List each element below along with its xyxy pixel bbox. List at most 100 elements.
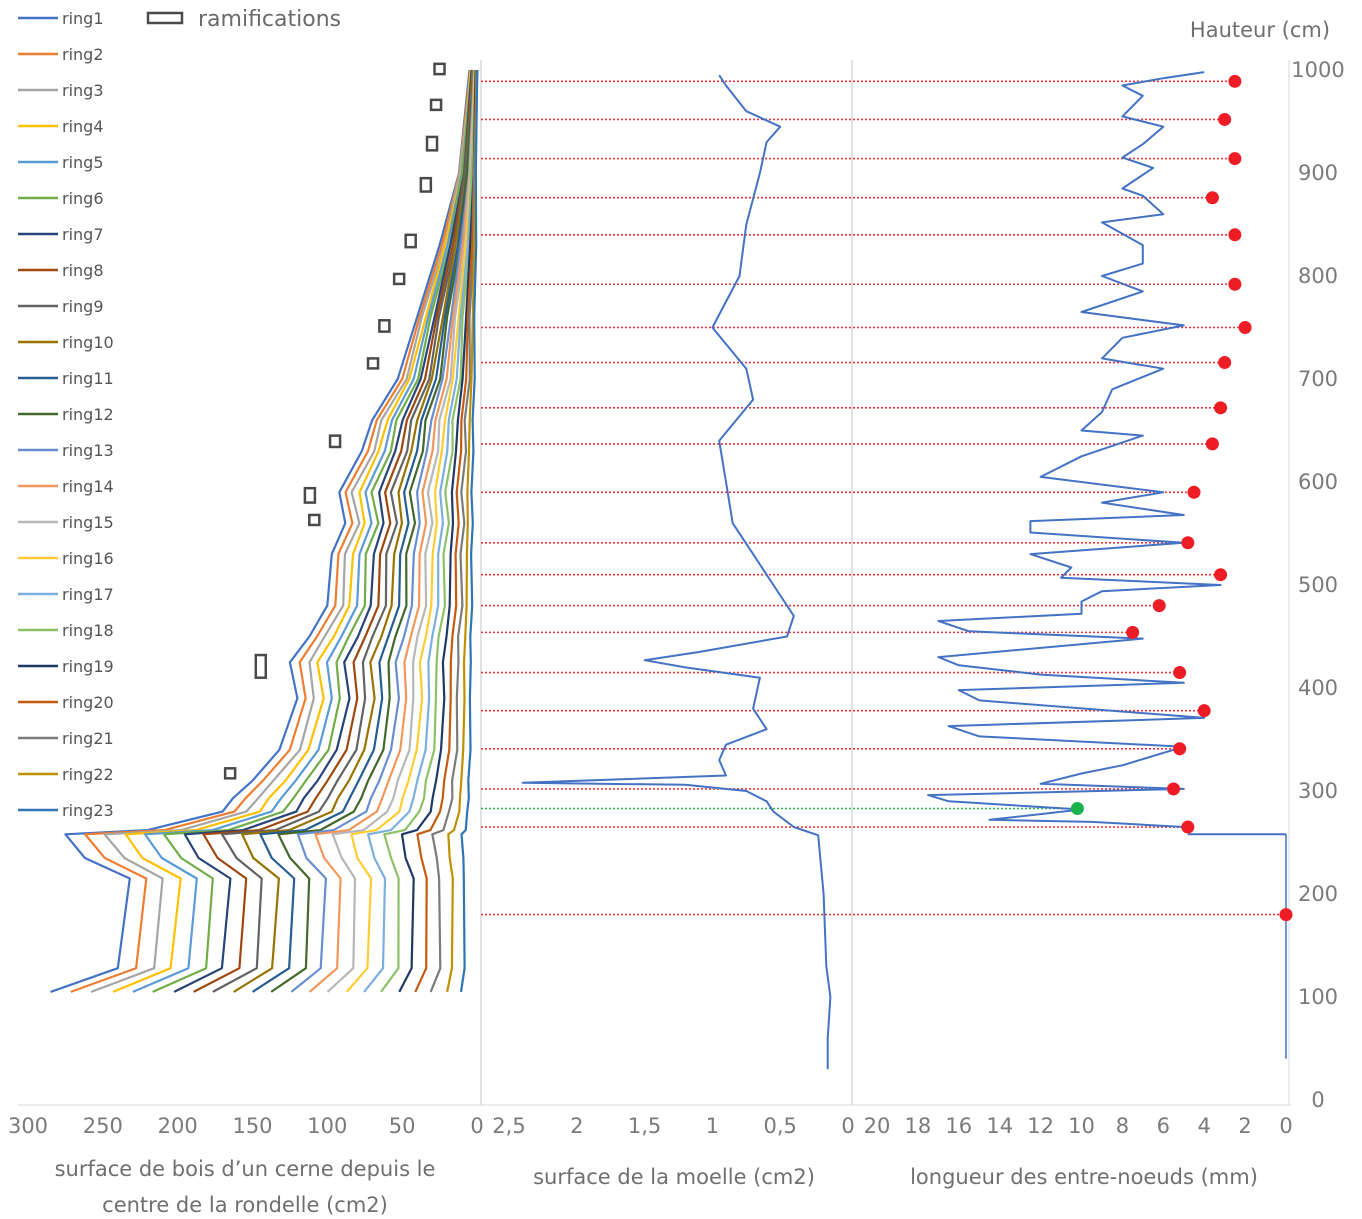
node-point-red — [1205, 191, 1219, 205]
node-point-red — [1228, 277, 1242, 291]
legend-label-4: ring4 — [62, 117, 104, 136]
legend-label-20: ring20 — [62, 693, 114, 712]
node-point-red — [1279, 908, 1293, 922]
node-point-red — [1173, 742, 1187, 756]
legend-label-21: ring21 — [62, 729, 114, 748]
legend-label-3: ring3 — [62, 81, 104, 100]
ring-line-5 — [132, 69, 473, 993]
x-tick-label: 150 — [232, 1114, 272, 1138]
x-tick-label: 200 — [158, 1114, 198, 1138]
x-tick-label: 0 — [470, 1114, 483, 1138]
node-guide-lines — [481, 80, 1286, 916]
node-point-red — [1214, 568, 1228, 582]
x-tick-label: 4 — [1198, 1114, 1211, 1138]
legend-label-15: ring15 — [62, 513, 114, 532]
ring-line-14 — [308, 69, 476, 993]
ramification-marker — [404, 233, 417, 249]
wood-axis-title-line1: surface de bois d’un cerne depuis le — [55, 1157, 436, 1181]
ring-line-19 — [398, 69, 477, 993]
ring-line-15 — [326, 69, 477, 993]
x-tick-label: 12 — [1027, 1114, 1054, 1138]
legend-label-12: ring12 — [62, 405, 114, 424]
ramification-marker — [366, 357, 380, 370]
legend-label-22: ring22 — [62, 765, 114, 784]
ring-profiles — [50, 69, 479, 993]
x-tick-label: 10 — [1068, 1114, 1095, 1138]
legend-label-13: ring13 — [62, 441, 114, 460]
entrenoeuds-axis-title: longueur des entre-noeuds (mm) — [910, 1165, 1258, 1189]
ramifications-legend-label: ramifications — [198, 7, 341, 32]
legend-label-7: ring7 — [62, 225, 104, 244]
ramification-markers — [223, 62, 446, 780]
node-point-red — [1181, 820, 1195, 834]
node-point-red — [1228, 228, 1242, 242]
x-tick-label: 1,5 — [628, 1114, 661, 1138]
legend-label-6: ring6 — [62, 189, 104, 208]
plot-frames — [18, 60, 1290, 1106]
ramification-marker — [328, 434, 342, 449]
node-point-red — [1228, 74, 1242, 88]
node-point-red — [1197, 704, 1211, 718]
x-tick-label: 2,5 — [492, 1114, 525, 1138]
ramification-marker — [419, 176, 433, 193]
moelle-line — [521, 74, 832, 1070]
y-tick-label: 1000 — [1291, 58, 1344, 82]
node-point-red — [1126, 625, 1140, 639]
legend-label-17: ring17 — [62, 585, 114, 604]
legend: ring1 ring2 ring3 ring4 ring5 ring6 ring7 ring8… — [18, 7, 341, 820]
x-tick-label: 2 — [570, 1114, 583, 1138]
ring-line-8 — [193, 69, 474, 993]
ring-line-22 — [446, 69, 478, 993]
ring-line-23 — [459, 69, 479, 993]
y-axis-title: Hauteur (cm) — [1190, 18, 1330, 42]
node-point-green — [1070, 802, 1084, 816]
ramification-marker — [429, 98, 443, 112]
y-tick-label: 400 — [1298, 676, 1338, 700]
legend-label-14: ring14 — [62, 477, 114, 496]
x-tick-label: 14 — [986, 1114, 1013, 1138]
ring-line-9 — [212, 69, 475, 993]
y-tick-label: 600 — [1298, 470, 1338, 494]
ramification-marker — [425, 135, 439, 152]
y-tick-label: 700 — [1298, 367, 1338, 391]
x-tick-label: 8 — [1116, 1114, 1129, 1138]
x-tick-label: 0 — [1279, 1114, 1292, 1138]
node-point-red — [1187, 485, 1201, 499]
legend-label-11: ring11 — [62, 369, 114, 388]
node-point-red — [1214, 401, 1228, 415]
x-tick-label: 0,5 — [763, 1114, 796, 1138]
node-point-red — [1167, 782, 1181, 796]
wood-axis-title-line2: centre de la rondelle (cm2) — [102, 1193, 388, 1217]
ring-line-12 — [270, 69, 476, 993]
ramification-marker — [392, 272, 406, 286]
ramification-marker — [303, 486, 317, 504]
y-tick-label: 500 — [1298, 573, 1338, 597]
x-tick-label: 6 — [1157, 1114, 1170, 1138]
ring-line-10 — [233, 69, 474, 993]
legend-label-9: ring9 — [62, 297, 104, 316]
legend-label-8: ring8 — [62, 261, 104, 280]
ring-line-7 — [173, 69, 473, 993]
x-tick-label: 16 — [945, 1114, 972, 1138]
ring-line-11 — [252, 69, 475, 993]
node-point-red — [1238, 321, 1252, 334]
moelle-axis-title: surface de la moelle (cm2) — [533, 1165, 815, 1189]
x-tick-label: 100 — [307, 1114, 347, 1138]
node-point-red — [1228, 152, 1242, 166]
ramification-marker — [223, 767, 237, 780]
legend-label-5: ring5 — [62, 153, 104, 172]
legend-label-10: ring10 — [62, 333, 114, 352]
ring-line-13 — [290, 69, 475, 993]
ring-line-20 — [414, 69, 478, 993]
y-tick-label: 800 — [1298, 264, 1338, 288]
x-tick-label: 18 — [905, 1114, 932, 1138]
y-tick-label: 100 — [1298, 985, 1338, 1009]
entrenoeuds-series — [927, 71, 1293, 1059]
ramification-marker — [254, 653, 268, 679]
x-tick-label: 0 — [841, 1114, 854, 1138]
node-point-red — [1173, 666, 1187, 680]
ramifications-legend-swatch — [146, 11, 184, 25]
legend-label-19: ring19 — [62, 657, 114, 676]
legend-label-23: ring23 — [62, 801, 114, 820]
y-tick-label: 900 — [1298, 161, 1338, 185]
